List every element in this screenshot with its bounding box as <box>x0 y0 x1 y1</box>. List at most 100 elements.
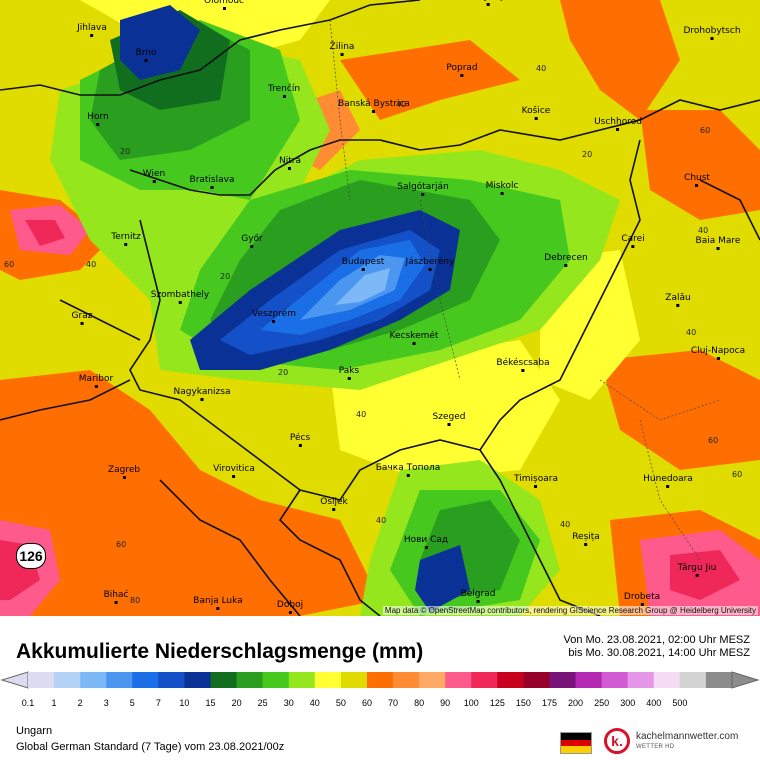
city-label: Nagykanizsa <box>174 388 231 401</box>
city-dot-icon <box>372 110 376 113</box>
city-dot-icon <box>210 186 214 189</box>
contour-label: 40 <box>536 64 547 73</box>
city-label: Békéscsaba <box>496 358 550 372</box>
city-dot-icon <box>428 268 432 271</box>
city-label: Žilina <box>329 42 355 56</box>
city-dot-icon <box>716 247 720 250</box>
brand-subtitle: WETTER HD <box>636 744 675 750</box>
city-dot-icon <box>666 485 670 488</box>
scale-tick-label: 80 <box>414 698 425 708</box>
city-dot-icon <box>616 128 620 131</box>
city-name: Szeged <box>432 412 466 422</box>
scale-tick-label: 15 <box>205 698 216 708</box>
contour-label: 60 <box>116 540 127 549</box>
city-name: Reșița <box>572 532 600 542</box>
city-name: Bihać <box>103 590 129 600</box>
city-dot-icon <box>124 243 128 246</box>
scale-tick-label: 300 <box>620 698 636 708</box>
city-dot-icon <box>96 123 100 126</box>
scale-tick-label: 0.1 <box>21 698 35 708</box>
scale-tick-label: 7 <box>155 698 161 708</box>
city-name: Žilina <box>329 42 355 52</box>
city-label: Miskolc <box>486 182 518 195</box>
city-label: Drobeta <box>624 593 660 606</box>
city-dot-icon <box>521 369 525 372</box>
city-label: Jászberény <box>406 258 454 271</box>
city-label: Pécs <box>290 434 310 447</box>
scale-swatch <box>471 672 498 688</box>
city-label: Bihać <box>103 590 129 604</box>
city-dot-icon <box>476 600 480 603</box>
city-name: Trenčín <box>267 84 301 94</box>
region-label: Ungarn <box>16 725 53 737</box>
city-name: Salgótarján <box>397 182 449 192</box>
contour-label: 40 <box>396 100 407 109</box>
scale-swatch <box>28 672 55 688</box>
contour-label: 80 <box>130 596 141 605</box>
city-name: Drobeta <box>623 592 661 602</box>
city-name: Veszprém <box>252 309 296 319</box>
contour-label: 20 <box>278 368 289 377</box>
scale-tick-label: 250 <box>594 698 610 708</box>
city-dot-icon <box>361 268 365 271</box>
scale-tick-label: 25 <box>257 698 268 708</box>
city-label: Maribor <box>79 375 113 388</box>
scale-swatch <box>340 672 368 688</box>
city-label: Olomouc <box>204 0 244 10</box>
contour-label: 60 <box>732 470 743 479</box>
city-name: Horn <box>87 112 109 122</box>
scale-swatch <box>497 672 524 688</box>
kachelmann-logo-icon[interactable]: k. <box>604 728 630 754</box>
city-name: Budapest <box>341 257 385 267</box>
city-label: Carei <box>621 234 645 248</box>
scale-tick-label: 125 <box>489 698 505 708</box>
city-label: Virovitica <box>213 465 255 478</box>
city-label: Szombathely <box>151 291 209 304</box>
city-label: Trenčín <box>268 85 300 98</box>
city-dot-icon <box>486 3 490 6</box>
city-dot-icon <box>347 377 351 380</box>
city-label: Zagreb <box>108 466 140 479</box>
city-label: Nitra <box>279 157 301 170</box>
city-dot-icon <box>288 167 292 170</box>
city-label: Wien <box>143 170 165 183</box>
city-name: Poprad <box>446 63 478 73</box>
city-name: Wien <box>142 169 166 179</box>
scale-swatch <box>601 672 629 688</box>
scale-swatch <box>236 672 264 688</box>
scale-tick-label: 1 <box>51 698 57 708</box>
city-dot-icon <box>534 485 538 488</box>
contour-label: 20 <box>582 150 593 159</box>
precipitation-map[interactable]: Olomouc Nowy Sącz Jihlava Brno Žilina Poprad D… <box>0 0 760 616</box>
city-name: Békéscsaba <box>496 358 550 368</box>
contour-label: 60 <box>700 126 711 135</box>
city-dot-icon <box>90 34 94 37</box>
scale-tick-label: 175 <box>541 698 557 708</box>
city-dot-icon <box>695 574 699 577</box>
city-label: Brno <box>136 49 156 62</box>
map-attribution: Map data © OpenStreetMap contributors, r… <box>382 606 758 615</box>
city-name: Нови Сад <box>403 535 449 545</box>
city-name: Nagykanizsa <box>173 387 231 397</box>
contour-label: 20 <box>220 272 231 281</box>
city-dot-icon <box>447 423 451 426</box>
city-label: Budapest <box>341 257 385 271</box>
city-dot-icon <box>288 611 292 614</box>
chart-title: Akkumulierte Niederschlagsmenge (mm) <box>16 640 424 663</box>
city-name: Chust <box>684 173 710 183</box>
contour-label: 40 <box>698 226 709 235</box>
scale-swatch <box>653 672 681 688</box>
city-name: Osijek <box>320 497 348 507</box>
brand-name[interactable]: kachelmannwetter.com <box>636 731 739 742</box>
city-dot-icon <box>584 543 588 546</box>
city-label: Uschhorod <box>594 118 642 131</box>
city-dot-icon <box>250 245 254 248</box>
city-name: Carei <box>621 234 645 244</box>
city-name: Бачка Топола <box>375 463 441 473</box>
city-name: Târgu Jiu <box>677 563 717 573</box>
city-dot-icon <box>412 342 416 345</box>
city-dot-icon <box>500 192 504 195</box>
scale-swatch <box>210 672 238 688</box>
scale-swatch <box>366 672 394 688</box>
scale-tick-label: 30 <box>283 698 294 708</box>
